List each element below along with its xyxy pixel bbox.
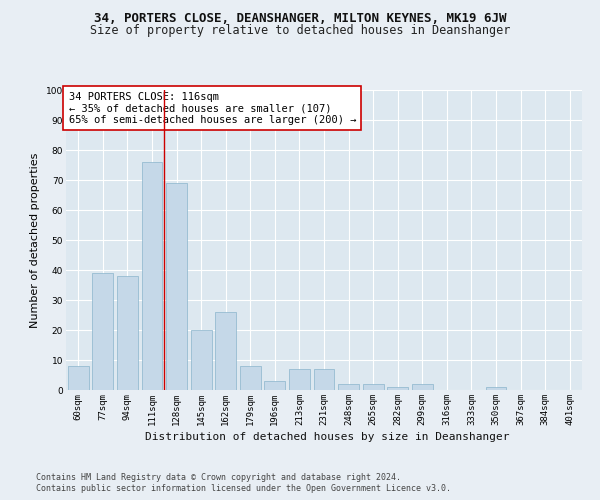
Bar <box>166 183 187 390</box>
Bar <box>362 384 383 390</box>
Text: 34 PORTERS CLOSE: 116sqm
← 35% of detached houses are smaller (107)
65% of semi-: 34 PORTERS CLOSE: 116sqm ← 35% of detach… <box>68 92 356 124</box>
Text: Size of property relative to detached houses in Deanshanger: Size of property relative to detached ho… <box>90 24 510 37</box>
Text: Distribution of detached houses by size in Deanshanger: Distribution of detached houses by size … <box>145 432 509 442</box>
Bar <box>485 387 506 390</box>
Bar <box>191 330 212 390</box>
Bar <box>92 273 113 390</box>
Bar <box>412 384 433 390</box>
Bar <box>265 381 286 390</box>
Y-axis label: Number of detached properties: Number of detached properties <box>31 152 40 328</box>
Bar <box>142 162 163 390</box>
Bar <box>240 366 261 390</box>
Bar <box>314 369 334 390</box>
Bar <box>68 366 89 390</box>
Bar <box>117 276 138 390</box>
Text: 34, PORTERS CLOSE, DEANSHANGER, MILTON KEYNES, MK19 6JW: 34, PORTERS CLOSE, DEANSHANGER, MILTON K… <box>94 12 506 26</box>
Text: Contains HM Land Registry data © Crown copyright and database right 2024.: Contains HM Land Registry data © Crown c… <box>36 472 401 482</box>
Bar <box>387 387 408 390</box>
Bar <box>338 384 359 390</box>
Bar <box>215 312 236 390</box>
Text: Contains public sector information licensed under the Open Government Licence v3: Contains public sector information licen… <box>36 484 451 493</box>
Bar <box>289 369 310 390</box>
